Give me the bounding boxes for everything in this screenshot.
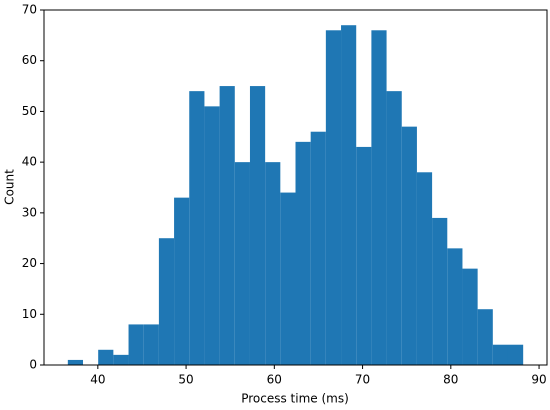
y-tick-label: 10 <box>22 307 37 321</box>
bar <box>386 91 402 366</box>
x-axis-label: Process time (ms) <box>241 392 349 406</box>
x-tick-label: 50 <box>178 373 193 387</box>
bar <box>98 349 114 365</box>
bar <box>219 86 235 366</box>
bar <box>249 86 266 366</box>
x-tick-label: 70 <box>355 373 370 387</box>
bar <box>310 131 326 365</box>
bar <box>462 268 478 365</box>
bar <box>158 238 175 365</box>
x-tick-label: 60 <box>267 373 282 387</box>
bar <box>67 359 84 365</box>
bar <box>189 91 205 366</box>
x-tick-label: 80 <box>443 373 458 387</box>
bar <box>447 248 463 365</box>
bar <box>143 324 159 365</box>
bar <box>265 162 281 365</box>
y-tick-label: 60 <box>22 53 37 67</box>
bar <box>416 172 433 365</box>
bar <box>174 197 190 365</box>
bar <box>280 192 296 365</box>
plot-frame <box>43 9 548 366</box>
bar <box>356 146 372 365</box>
bar <box>341 25 357 365</box>
bar <box>128 324 144 365</box>
bar <box>234 162 250 365</box>
bar <box>204 106 220 365</box>
y-tick-label: 50 <box>22 104 37 118</box>
bar <box>492 344 508 365</box>
bar <box>401 126 417 366</box>
x-tick-label: 90 <box>531 373 546 387</box>
y-tick-label: 70 <box>22 3 37 17</box>
bar <box>371 30 387 366</box>
y-tick-label: 30 <box>22 205 37 219</box>
x-tick-label: 40 <box>90 373 105 387</box>
y-tick-label: 40 <box>22 155 37 169</box>
bar <box>325 30 342 366</box>
bar <box>507 344 524 365</box>
y-tick-label: 0 <box>29 358 37 372</box>
y-axis-label: Count <box>3 169 17 205</box>
y-tick-label: 20 <box>22 256 37 270</box>
bar <box>477 309 493 365</box>
bar <box>295 141 311 365</box>
bar <box>113 354 129 365</box>
bar <box>432 217 448 365</box>
